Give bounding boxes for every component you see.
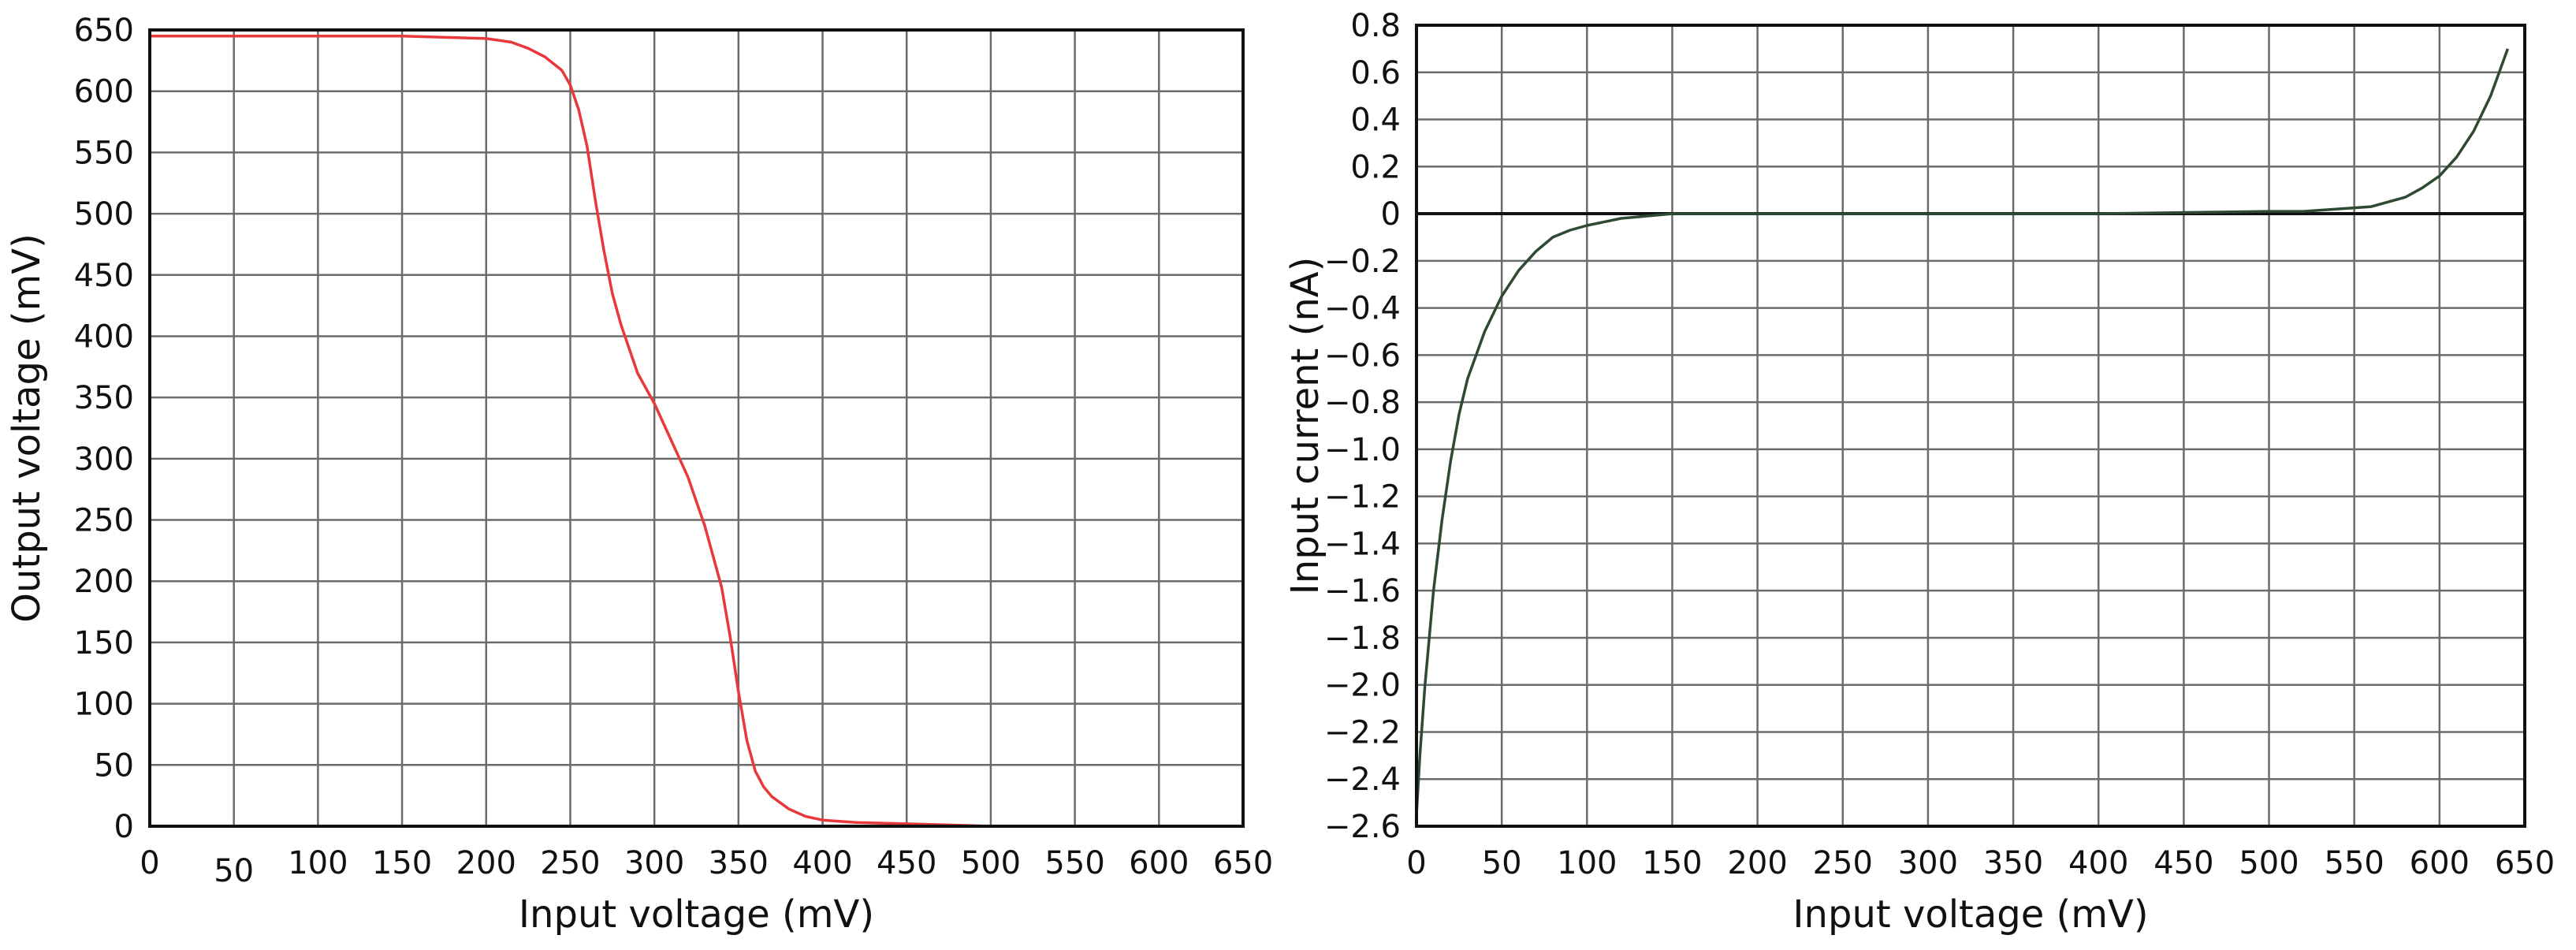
chart-output-voltage: 0 50 100 150 200 250 300 350 400 450 500 550 600 650 0… bbox=[5, 13, 1273, 937]
x-tick-label: 250 bbox=[540, 845, 600, 881]
y-tick-label: 450 bbox=[74, 258, 134, 294]
y-tick-label: −0.2 bbox=[1324, 244, 1401, 280]
y-tick-label: −1.0 bbox=[1324, 432, 1401, 468]
y-tick-label: −0.8 bbox=[1324, 385, 1401, 421]
y-tick-label: 0.4 bbox=[1350, 102, 1401, 139]
x-tick-label: 550 bbox=[2325, 845, 2384, 881]
y-tick-label: 600 bbox=[74, 74, 134, 110]
x-tick-label: 150 bbox=[372, 845, 432, 881]
y-tick-label: −1.2 bbox=[1324, 479, 1401, 516]
y-tick-label: −2.4 bbox=[1324, 762, 1401, 798]
x-tick-label: 400 bbox=[792, 845, 852, 881]
x-tick-label: 100 bbox=[1557, 845, 1617, 881]
y-tick-label: 0 bbox=[1381, 196, 1401, 233]
y-tick-label: −2.6 bbox=[1324, 809, 1401, 845]
x-tick-label: 100 bbox=[288, 845, 348, 881]
y-axis-label: Output voltage (mV) bbox=[5, 233, 49, 623]
x-tick-label: 400 bbox=[2068, 845, 2128, 881]
x-tick-label: 50 bbox=[1482, 845, 1522, 881]
y-tick-label: 50 bbox=[94, 747, 134, 784]
series-line-0 bbox=[150, 35, 1243, 828]
y-tick-label: −0.6 bbox=[1324, 337, 1401, 374]
x-tick-label: 450 bbox=[877, 845, 936, 881]
x-tick-label: 600 bbox=[1129, 845, 1189, 881]
y-tick-label: −1.8 bbox=[1324, 620, 1401, 657]
y-tick-label: 0.6 bbox=[1350, 55, 1401, 91]
x-tick-label: 500 bbox=[2239, 845, 2299, 881]
y-tick-label: −1.6 bbox=[1324, 573, 1401, 609]
y-tick-label: 0.8 bbox=[1350, 8, 1401, 44]
x-tick-label: 250 bbox=[1813, 845, 1873, 881]
y-tick-label: 300 bbox=[74, 441, 134, 478]
x-tick-label: 200 bbox=[1727, 845, 1787, 881]
x-tick-label: 350 bbox=[1983, 845, 2043, 881]
x-tick-label: 650 bbox=[2495, 845, 2555, 881]
y-tick-label: 250 bbox=[74, 503, 134, 539]
chart-input-current: 0 50 100 150 200 250 300 350 400 450 500 550 600 650 0… bbox=[1283, 8, 2555, 937]
y-tick-label: −2.2 bbox=[1324, 714, 1401, 751]
x-tick-label: 200 bbox=[456, 845, 516, 881]
y-tick-label: 200 bbox=[74, 564, 134, 600]
grid bbox=[148, 28, 1245, 828]
x-tick-label: 0 bbox=[1406, 845, 1426, 881]
y-axis-label: Input current (nA) bbox=[1283, 257, 1327, 595]
x-tick-label: 300 bbox=[624, 845, 684, 881]
plot-frame bbox=[148, 28, 1245, 828]
y-tick-label: 350 bbox=[74, 380, 134, 416]
y-tick-label: 100 bbox=[74, 687, 134, 723]
plot-frame bbox=[1415, 24, 2526, 828]
y-tick-label: −2.0 bbox=[1324, 668, 1401, 704]
series-line-0 bbox=[1415, 48, 2510, 815]
x-tick-label: 50 bbox=[214, 853, 254, 889]
y-tick-label: 0.2 bbox=[1350, 149, 1401, 185]
x-tick-label: 300 bbox=[1898, 845, 1958, 881]
x-tick-label: 600 bbox=[2410, 845, 2470, 881]
x-tick-label: 0 bbox=[140, 845, 159, 881]
x-tick-label: 350 bbox=[709, 845, 769, 881]
y-tick-label: 0 bbox=[114, 809, 134, 845]
y-tick-label: −0.4 bbox=[1324, 291, 1401, 327]
y-tick-label: 550 bbox=[74, 135, 134, 171]
x-axis-label: Input voltage (mV) bbox=[519, 892, 874, 937]
grid bbox=[1415, 24, 2526, 828]
x-tick-label: 650 bbox=[1213, 845, 1273, 881]
x-tick-label: 550 bbox=[1044, 845, 1104, 881]
y-tick-label: 650 bbox=[74, 13, 134, 49]
y-tick-label: 400 bbox=[74, 319, 134, 355]
x-axis-label: Input voltage (mV) bbox=[1792, 892, 2148, 937]
y-tick-label: −1.4 bbox=[1324, 526, 1401, 562]
y-tick-label: 500 bbox=[74, 196, 134, 233]
y-tick-label: 150 bbox=[74, 625, 134, 661]
x-tick-label: 500 bbox=[961, 845, 1021, 881]
x-tick-label: 450 bbox=[2153, 845, 2213, 881]
x-tick-label: 150 bbox=[1642, 845, 1702, 881]
